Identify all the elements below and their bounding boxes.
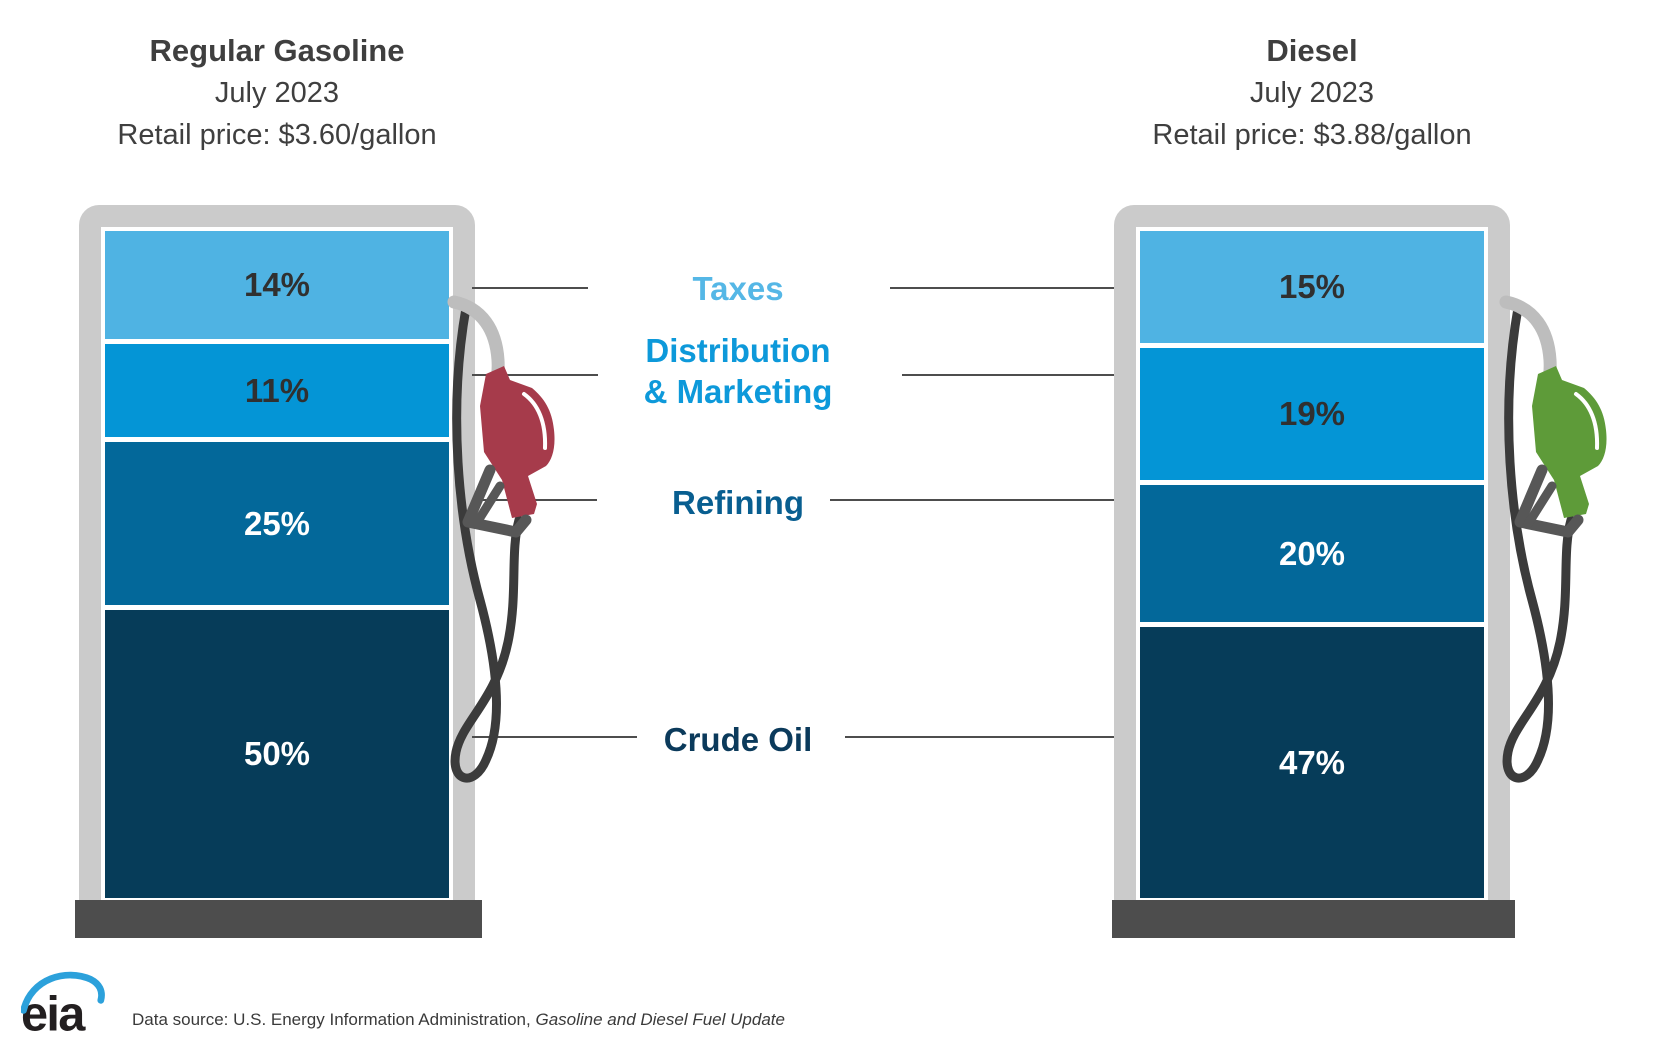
diesel-crude-pct: 47% xyxy=(1278,743,1346,781)
diesel-crude-segment: 47% xyxy=(1140,627,1484,898)
nozzle-trigger-guard xyxy=(462,464,532,538)
distribution-marketing-label: Distribution & Marketing xyxy=(644,330,833,412)
nozzle-highlight xyxy=(1574,392,1600,450)
taxes-label: Taxes xyxy=(692,270,784,307)
diesel-refining-segment: 20% xyxy=(1140,485,1484,623)
data-source: Data source: U.S. Energy Information Adm… xyxy=(132,1010,785,1030)
gasoline-pump: 14% 11% 25% 50% xyxy=(79,205,475,900)
fuel-nozzle-red-icon xyxy=(447,295,555,783)
taxes-line-right xyxy=(890,287,1114,289)
eia-logo-swoosh xyxy=(21,971,105,1014)
diesel-distribution-pct: 19% xyxy=(1278,395,1346,433)
fuel-nozzle-green-icon xyxy=(1499,295,1607,783)
diesel-pump: 15% 19% 20% 47% xyxy=(1114,205,1510,900)
diesel-header: Diesel July 2023 Retail price: $3.88/gal… xyxy=(1084,30,1540,156)
nozzle-highlight xyxy=(522,392,548,450)
nozzle-trigger xyxy=(1523,481,1557,529)
diesel-month: July 2023 xyxy=(1249,77,1375,109)
gasoline-distribution-segment: 11% xyxy=(105,344,449,437)
diesel-pump-display: 15% 19% 20% 47% xyxy=(1136,227,1488,900)
distribution-label-line1: Distribution xyxy=(645,332,831,369)
distribution-line-left xyxy=(472,374,598,376)
crude-line-left xyxy=(472,736,637,738)
gasoline-retail-price: Retail price: $3.60/gallon xyxy=(117,119,437,151)
gasoline-refining-segment: 25% xyxy=(105,442,449,605)
diesel-refining-pct: 20% xyxy=(1278,534,1346,572)
gasoline-crude-segment: 50% xyxy=(105,610,449,898)
nozzle-trigger-guard xyxy=(1514,464,1584,538)
gasoline-crude-pct: 50% xyxy=(243,735,311,772)
distribution-line-right xyxy=(902,374,1114,376)
diesel-title: Diesel xyxy=(1266,33,1358,68)
gasoline-month: July 2023 xyxy=(214,77,340,109)
data-source-publication: Gasoline and Diesel Fuel Update xyxy=(535,1010,785,1029)
data-source-text: Data source: U.S. Energy Information Adm… xyxy=(132,1010,536,1029)
gasoline-pump-base xyxy=(75,900,482,938)
diesel-pump-base xyxy=(1112,900,1515,938)
crude-line-right xyxy=(845,736,1114,738)
crude-oil-label: Crude Oil xyxy=(663,721,813,758)
eia-logo: eia xyxy=(21,971,105,1036)
gasoline-header: Regular Gasoline July 2023 Retail price:… xyxy=(49,30,505,156)
gasoline-title: Regular Gasoline xyxy=(149,33,405,68)
diesel-taxes-segment: 15% xyxy=(1140,231,1484,344)
refining-label: Refining xyxy=(672,484,804,521)
diesel-distribution-segment: 19% xyxy=(1140,348,1484,481)
distribution-label-line2: & Marketing xyxy=(643,373,833,410)
gasoline-refining-pct: 25% xyxy=(243,504,311,542)
diesel-taxes-pct: 15% xyxy=(1278,268,1346,306)
gasoline-distribution-pct: 11% xyxy=(244,371,310,409)
gasoline-taxes-segment: 14% xyxy=(105,231,449,339)
taxes-line-left xyxy=(472,287,588,289)
gasoline-taxes-pct: 14% xyxy=(243,266,311,303)
diesel-retail-price: Retail price: $3.88/gallon xyxy=(1152,119,1472,151)
hose-green-pump xyxy=(1502,303,1576,783)
gasoline-pump-display: 14% 11% 25% 50% xyxy=(101,227,453,900)
refining-line-right xyxy=(830,499,1114,501)
hose-red-pump xyxy=(450,303,524,783)
nozzle-trigger xyxy=(471,481,505,529)
